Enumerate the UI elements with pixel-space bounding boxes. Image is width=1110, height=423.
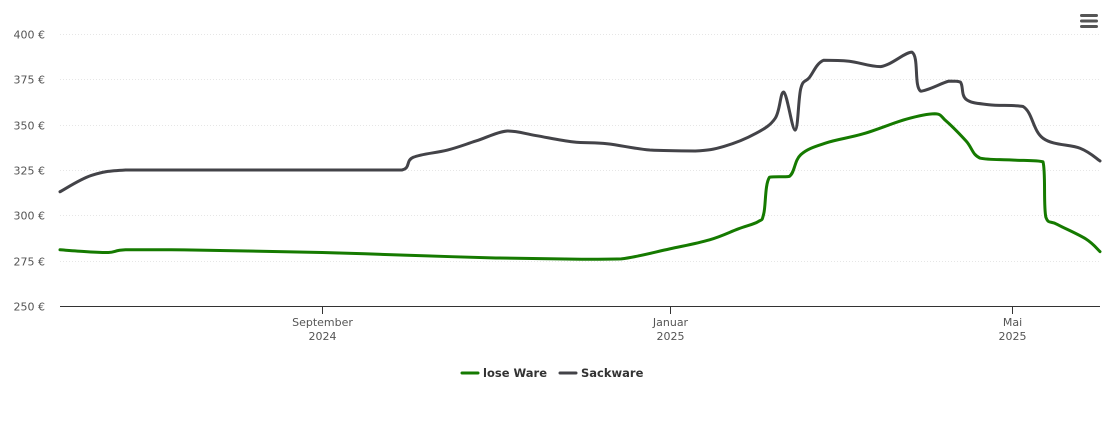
y-tick-label: 350 € <box>14 120 46 133</box>
legend-item-sackware[interactable]: Sackware <box>558 366 644 380</box>
chart-legend: lose Ware Sackware <box>460 366 644 380</box>
y-tick-label: 275 € <box>14 256 46 269</box>
x-tick-year-label: 2025 <box>999 330 1027 343</box>
x-tick-label: September <box>292 316 353 329</box>
x-tick-year-label: 2025 <box>657 330 685 343</box>
x-tick-label: Januar <box>652 316 689 329</box>
legend-label: lose Ware <box>483 366 547 380</box>
y-tick-label: 400 € <box>14 29 46 42</box>
y-tick-label: 375 € <box>14 74 46 87</box>
x-tick-label: Mai <box>1003 316 1022 329</box>
grid-lines <box>60 34 1100 307</box>
legend-item-lose-ware[interactable]: lose Ware <box>460 366 547 380</box>
y-axis-tick-labels: 250 € 275 € 300 € 325 € 350 € 375 € 400 € <box>14 29 46 314</box>
hamburger-menu-icon <box>1080 14 1098 28</box>
series-line-lose-ware[interactable] <box>58 112 1102 261</box>
legend-label: Sackware <box>581 366 644 380</box>
series-lines <box>58 50 1102 261</box>
chart-menu-button[interactable] <box>1076 11 1102 33</box>
x-tick-year-label: 2024 <box>309 330 337 343</box>
y-tick-label: 250 € <box>14 301 46 314</box>
y-tick-label: 300 € <box>14 210 46 223</box>
y-tick-label: 325 € <box>14 165 46 178</box>
series-line-sackware[interactable] <box>58 50 1102 194</box>
